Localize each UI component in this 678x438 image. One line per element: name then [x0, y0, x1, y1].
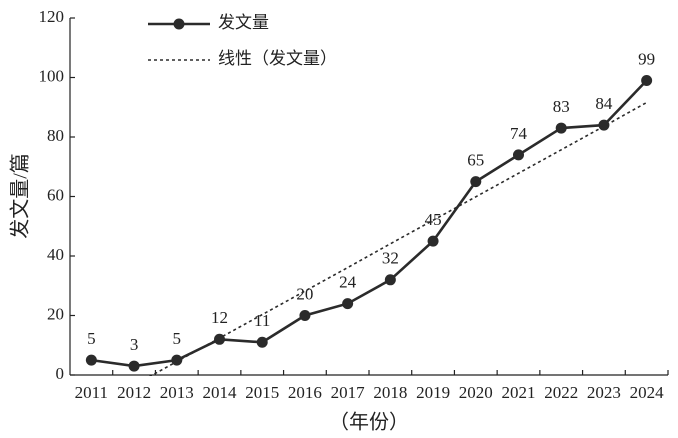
data-point: [214, 333, 225, 345]
x-tick-label: 2011: [75, 383, 108, 402]
data-label: 65: [467, 151, 484, 170]
data-point: [128, 360, 140, 372]
data-label: 83: [553, 97, 570, 116]
data-label: 5: [87, 329, 96, 348]
data-point: [513, 149, 524, 161]
data-point: [384, 274, 396, 286]
data-label: 84: [595, 94, 613, 113]
y-tick-label: 40: [47, 245, 64, 264]
legend-label: 发文量: [218, 13, 269, 32]
x-tick-label: 2013: [160, 383, 194, 402]
x-tick-label: 2022: [544, 383, 578, 402]
data-label: 20: [296, 284, 313, 303]
x-tick-label: 2014: [203, 383, 238, 402]
data-label: 99: [638, 49, 655, 68]
x-tick-label: 2018: [373, 383, 407, 402]
series-line: [148, 101, 648, 376]
x-tick-label: 2023: [587, 383, 621, 402]
series-line: [91, 79, 648, 368]
y-tick-label: 60: [47, 185, 64, 204]
data-point: [427, 235, 439, 247]
data-point: [470, 176, 482, 188]
x-tick-label: 2015: [245, 383, 279, 402]
data-point: [256, 336, 268, 348]
data-label: 32: [382, 249, 399, 268]
data-point: [171, 354, 183, 366]
x-axis-title: （年份）: [329, 411, 409, 434]
data-point: [299, 310, 311, 321]
x-tick-label: 2016: [288, 383, 322, 402]
y-tick-label: 0: [56, 364, 65, 383]
data-label: 5: [173, 329, 182, 348]
data-label: 11: [254, 311, 270, 330]
x-tick-label: 2019: [416, 383, 450, 402]
x-tick-label: 2017: [331, 383, 366, 402]
y-tick-label: 20: [47, 304, 64, 323]
x-tick-label: 2020: [459, 383, 493, 402]
data-point: [555, 122, 567, 134]
data-point: [85, 354, 97, 366]
data-label: 12: [211, 308, 228, 327]
x-tick-label: 2024: [630, 383, 665, 402]
y-tick-label: 100: [39, 66, 65, 85]
data-label: 74: [510, 124, 528, 143]
y-tick-label: 80: [47, 126, 64, 145]
y-tick-label: 120: [39, 7, 65, 26]
data-label: 3: [130, 335, 139, 354]
y-axis-title: 发文量/篇: [9, 153, 32, 239]
legend-marker: [173, 18, 185, 30]
x-tick-label: 2012: [117, 383, 151, 402]
data-point: [641, 74, 653, 86]
data-point: [598, 119, 610, 131]
data-point: [342, 298, 354, 310]
x-tick-label: 2021: [502, 383, 536, 402]
data-label: 24: [339, 273, 357, 292]
legend-label: 线性（发文量）: [218, 49, 337, 68]
